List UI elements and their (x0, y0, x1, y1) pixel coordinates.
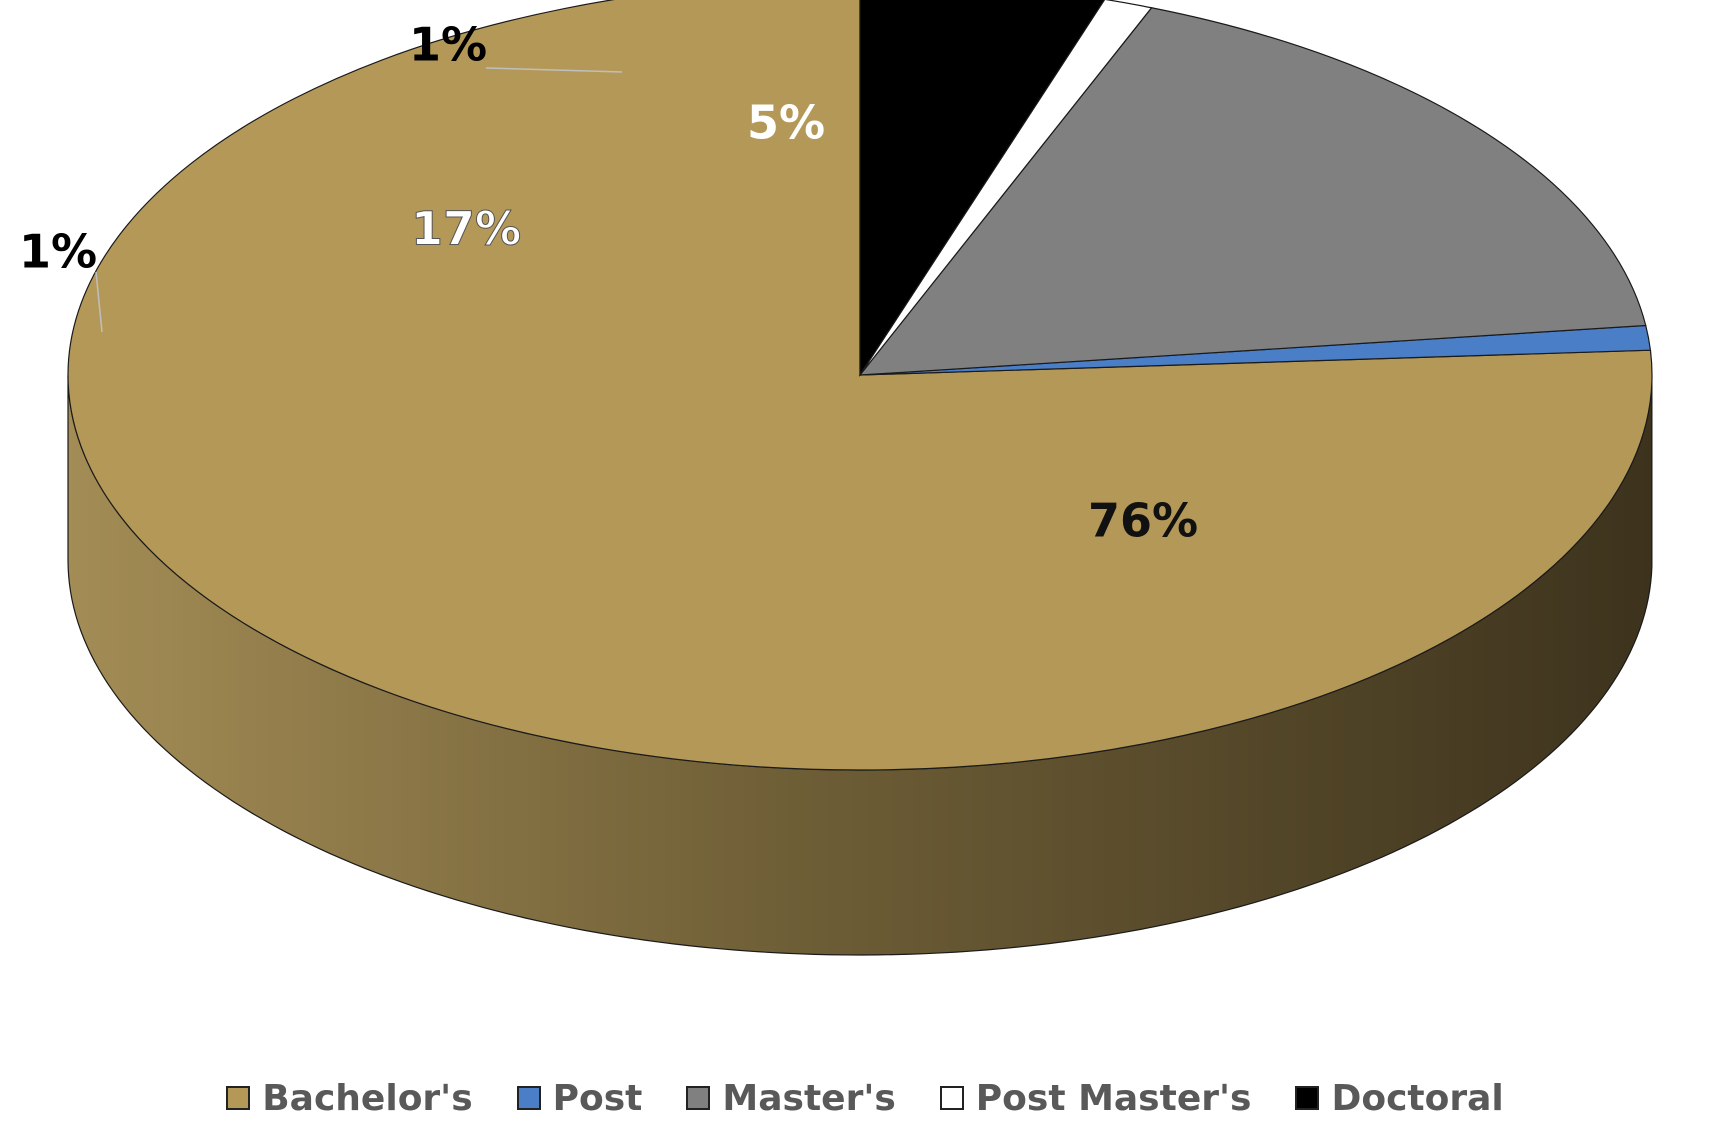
legend-label-post-masters: Post Master's (975, 1077, 1252, 1119)
slice-bachelors (67, 0, 1653, 771)
legend-label-masters: Master's (722, 1077, 896, 1119)
legend-swatch-bachelors (226, 1086, 251, 1110)
legend-item-masters: Master's (686, 1077, 896, 1119)
slice-doctoral (859, 0, 1106, 378)
legend-item-post: Post (516, 1077, 643, 1119)
legend-item-doctoral: Doctoral (1295, 1077, 1504, 1119)
legend: Bachelor's Post Master's Post Master's D… (0, 1070, 1730, 1126)
leader-line-post-masters (485, 67, 623, 73)
data-label-doctoral: 5% (747, 96, 825, 150)
data-label-post-masters: 1% (409, 18, 487, 72)
legend-item-post-masters: Post Master's (939, 1077, 1252, 1119)
legend-swatch-doctoral (1295, 1086, 1320, 1110)
legend-item-bachelors: Bachelor's (226, 1077, 473, 1119)
legend-swatch-masters (686, 1086, 711, 1110)
data-label-post: 1% (19, 225, 97, 279)
legend-label-post: Post (552, 1077, 643, 1119)
data-label-masters: 17% (411, 202, 521, 256)
slice-masters (858, 7, 1647, 376)
legend-swatch-post-masters (939, 1086, 964, 1110)
slice-post-masters (859, 0, 1153, 376)
legend-label-bachelors: Bachelor's (262, 1077, 473, 1119)
data-label-bachelors: 76% (1088, 494, 1198, 548)
legend-label-doctoral: Doctoral (1331, 1077, 1504, 1119)
leader-line-post (95, 271, 103, 333)
legend-swatch-post (516, 1086, 541, 1110)
